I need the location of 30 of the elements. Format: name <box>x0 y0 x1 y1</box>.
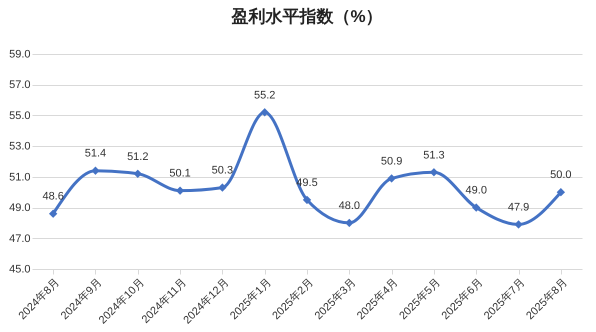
point <box>387 174 396 183</box>
data-label: 49.0 <box>466 184 487 197</box>
data-label: 50.0 <box>550 169 572 182</box>
data-label: 51.3 <box>423 149 445 162</box>
y-tick-label: 47.0 <box>9 232 30 245</box>
point <box>472 203 480 212</box>
y-tick-label: 55.0 <box>9 110 30 122</box>
data-label: 51.2 <box>127 150 148 163</box>
data-label: 50.3 <box>212 164 234 177</box>
y-tick-label: 45.0 <box>9 264 30 276</box>
chart-title: 盈利水平指数（%） <box>230 7 383 26</box>
y-tick-label: 53.0 <box>9 140 30 153</box>
point <box>302 196 312 204</box>
point <box>48 210 58 218</box>
data-label: 51.4 <box>84 148 106 160</box>
data-label: 48.0 <box>338 200 360 212</box>
data-label: 47.9 <box>508 201 530 214</box>
point <box>134 170 142 178</box>
data-label: 50.9 <box>380 155 402 168</box>
point <box>345 218 354 228</box>
y-tick-label: 59.0 <box>9 48 30 60</box>
data-label: 50.1 <box>169 168 191 180</box>
data-label: 55.2 <box>254 89 276 102</box>
y-tick-label: 57.0 <box>9 79 30 92</box>
point <box>556 188 566 196</box>
y-tick-label: 51.0 <box>9 171 30 184</box>
y-tick-label: 49.0 <box>9 202 30 214</box>
data-label: 48.6 <box>42 190 64 203</box>
point <box>218 183 227 192</box>
point <box>260 108 269 117</box>
